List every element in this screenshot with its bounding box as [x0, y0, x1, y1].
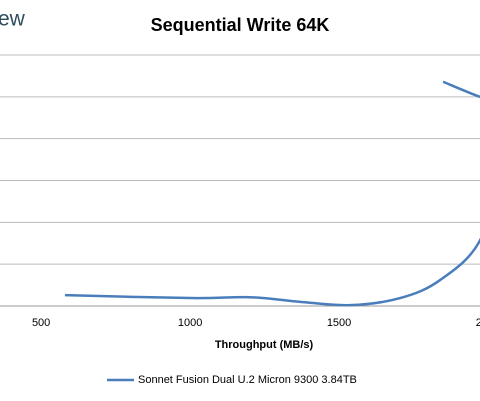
x-tick-label: 500	[32, 317, 50, 329]
legend-label: Sonnet Fusion Dual U.2 Micron 9300 3.84T…	[138, 374, 357, 386]
x-tick-label: 1000	[178, 317, 202, 329]
x-tick-label: 1500	[327, 317, 351, 329]
logo-fragment: ew	[0, 8, 26, 31]
x-axis-label: Throughput (MB/s)	[215, 339, 314, 351]
chart-title: Sequential Write 64K	[151, 15, 330, 35]
x-tick-label: 2000	[476, 317, 480, 329]
series-line	[64, 80, 480, 307]
